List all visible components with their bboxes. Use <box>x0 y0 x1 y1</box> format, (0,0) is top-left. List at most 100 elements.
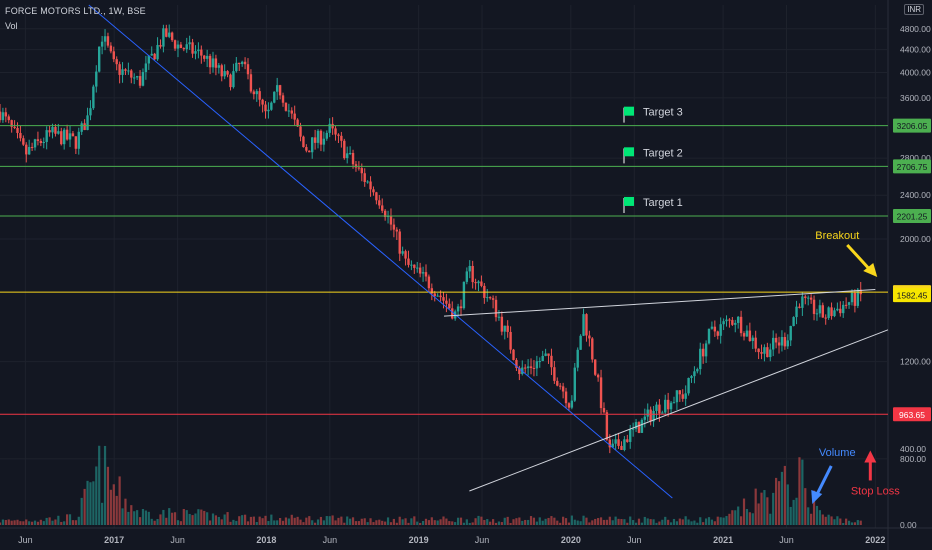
candle-body <box>736 316 740 323</box>
candle-body <box>4 112 8 117</box>
volume-bar <box>109 489 112 525</box>
candle-body <box>550 355 553 368</box>
volume-bar <box>634 522 638 525</box>
volume-bar <box>349 518 352 525</box>
candle-body <box>491 298 495 300</box>
candle-body <box>398 231 401 254</box>
candle-body <box>348 152 352 154</box>
candle-body <box>751 337 754 341</box>
volume-bar <box>232 519 235 525</box>
volume-bar <box>413 516 416 525</box>
volume-bar <box>57 515 60 525</box>
volume-bar <box>103 445 107 525</box>
candle-body <box>45 130 48 142</box>
candle-body <box>763 347 766 354</box>
candle-body <box>789 326 792 341</box>
candle-body <box>13 126 16 129</box>
breakout-arrow-icon <box>846 243 871 270</box>
volume-bar <box>486 519 489 525</box>
candle-body <box>275 85 279 92</box>
volume-bar <box>760 492 763 525</box>
x-tick-label: 2018 <box>256 535 276 545</box>
volume-bar <box>258 516 261 525</box>
candle-body <box>745 330 749 337</box>
candle-body <box>664 399 667 413</box>
volume-bar <box>366 522 369 525</box>
candle-body <box>48 130 51 133</box>
volume-bar <box>384 521 387 525</box>
candle-body <box>267 109 270 112</box>
candle-body <box>856 289 860 306</box>
volume-bar <box>229 521 232 525</box>
volume-bar <box>206 512 209 525</box>
candle-body <box>54 127 57 134</box>
candle-body <box>77 131 80 149</box>
level-price-label: 3206.05 <box>897 121 928 131</box>
candle-body <box>389 215 393 225</box>
candle-body <box>617 439 620 446</box>
candle-body <box>672 402 676 404</box>
candle-body <box>109 45 113 52</box>
flag-icon <box>624 147 634 157</box>
volume-bar <box>30 521 34 525</box>
currency-badge[interactable]: INR <box>904 4 924 15</box>
volume-bar <box>136 510 139 525</box>
volume-bar <box>617 518 620 525</box>
volume-bar <box>10 520 13 525</box>
volume-bar <box>801 459 804 525</box>
candle-body <box>68 133 72 140</box>
candle-body <box>807 297 810 299</box>
volume-bar <box>512 519 515 525</box>
candle-body <box>261 99 264 105</box>
volume-bar <box>780 471 784 525</box>
candle-body <box>629 429 632 442</box>
volume-bar <box>54 519 57 525</box>
volume-bar <box>83 488 86 525</box>
candle-body <box>722 321 725 325</box>
volume-bar <box>696 522 699 525</box>
volume-bar <box>130 505 133 525</box>
candle-body <box>328 123 331 133</box>
candle-body <box>853 292 857 306</box>
volume-bar <box>532 517 536 525</box>
volume-bar <box>839 518 842 525</box>
candle-body <box>538 361 541 363</box>
volume-bar <box>842 523 845 525</box>
candle-body <box>459 306 463 309</box>
candle-body <box>701 348 705 357</box>
candle-body <box>51 127 54 133</box>
candle-body <box>62 129 66 145</box>
volume-bar <box>290 514 293 525</box>
candle-body <box>623 439 626 450</box>
stop-loss-arrowhead-icon <box>864 450 877 463</box>
volume-bar <box>133 511 136 525</box>
candle-body <box>658 404 661 414</box>
candle-body <box>792 317 795 327</box>
volume-bar <box>497 521 501 525</box>
volume-bar <box>669 522 673 525</box>
volume-bar <box>699 517 702 525</box>
volume-bar <box>214 515 218 525</box>
x-tick-label: Jun <box>170 535 185 545</box>
y-tick-label: 1200.00 <box>900 357 931 367</box>
level-price-label: 2201.25 <box>897 211 928 221</box>
volume-bar <box>649 519 652 525</box>
volume-bar <box>337 517 340 525</box>
volume-bar <box>836 516 839 525</box>
candle-body <box>748 330 752 341</box>
volume-bar <box>404 518 407 525</box>
candle-body <box>243 61 247 65</box>
candle-body <box>526 366 530 369</box>
volume-bar <box>777 481 781 525</box>
annotation-breakout: Breakout <box>815 230 859 242</box>
volume-bar <box>585 517 588 525</box>
candle-body <box>363 173 366 182</box>
candle-body <box>299 126 302 137</box>
candle-body <box>162 28 165 47</box>
volume-bar <box>503 517 506 525</box>
volume-bar <box>168 508 171 525</box>
candle-body <box>579 335 582 350</box>
volume-bar <box>772 492 775 525</box>
volume-bar <box>389 522 393 525</box>
